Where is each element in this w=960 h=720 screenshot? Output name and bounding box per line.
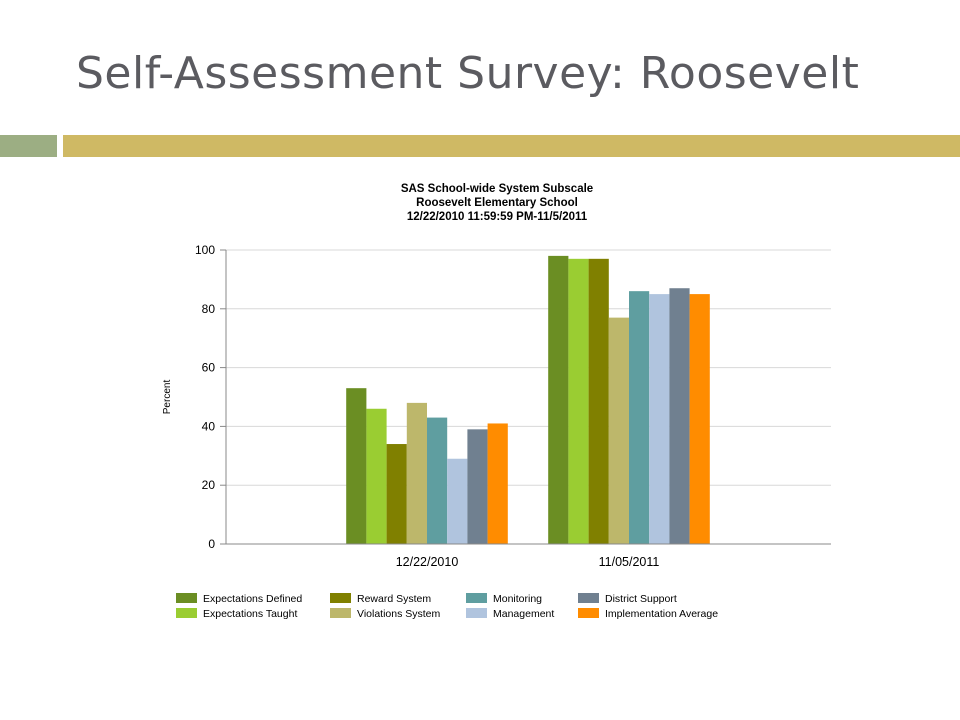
bar-violations-system-0 [406, 402, 427, 544]
bar-reward-system-1 [588, 258, 609, 544]
bar-violations-system-1 [608, 317, 629, 544]
bar-district-support-1 [669, 288, 690, 544]
y-tick-label: 100 [195, 243, 215, 257]
bar-implementation-average-0 [487, 423, 508, 544]
legend-swatch [176, 593, 197, 603]
legend-swatch [466, 608, 487, 618]
bar-expectations-defined-1 [548, 255, 569, 544]
legend-label: Violations System [357, 608, 441, 620]
bar-reward-system-0 [386, 444, 407, 544]
bar-expectations-taught-1 [568, 258, 589, 544]
accent-bar-left [0, 135, 57, 157]
y-tick-label: 80 [202, 302, 216, 316]
x-tick-label: 11/05/2011 [599, 555, 660, 569]
legend-swatch [330, 593, 351, 603]
legend-label: Expectations Defined [203, 593, 302, 605]
y-tick-label: 60 [202, 361, 216, 375]
legend-swatch [578, 608, 599, 618]
legend-swatch [466, 593, 487, 603]
legend-label: Reward System [357, 593, 431, 605]
y-axis-label: Percent [162, 380, 173, 415]
legend-swatch [176, 608, 197, 618]
chart-date-range: 12/22/2010 11:59:59 PM-11/5/2011 [407, 211, 588, 223]
slide-title: Self-Assessment Survey: Roosevelt [76, 48, 860, 99]
bar-expectations-taught-0 [366, 408, 387, 544]
y-tick-label: 20 [202, 478, 216, 492]
bar-expectations-defined-0 [346, 388, 367, 544]
legend-label: Management [493, 608, 554, 620]
bar-management-0 [447, 458, 468, 544]
bar-monitoring-0 [427, 417, 448, 544]
legend-label: Implementation Average [605, 608, 718, 620]
legend-label: Expectations Taught [203, 608, 297, 620]
chart-subtitle: Roosevelt Elementary School [416, 197, 578, 209]
legend-label: District Support [605, 593, 677, 605]
y-tick-label: 0 [208, 537, 215, 551]
x-tick-label: 12/22/2010 [396, 555, 459, 569]
chart-title: SAS School-wide System Subscale [401, 183, 593, 195]
bar-district-support-0 [467, 429, 488, 544]
legend-swatch [578, 593, 599, 603]
bar-management-1 [649, 294, 670, 544]
bar-monitoring-1 [629, 291, 650, 544]
accent-bar-right [63, 135, 960, 157]
y-tick-label: 40 [202, 419, 216, 433]
legend-swatch [330, 608, 351, 618]
bar-implementation-average-1 [689, 294, 710, 544]
legend-label: Monitoring [493, 593, 542, 605]
